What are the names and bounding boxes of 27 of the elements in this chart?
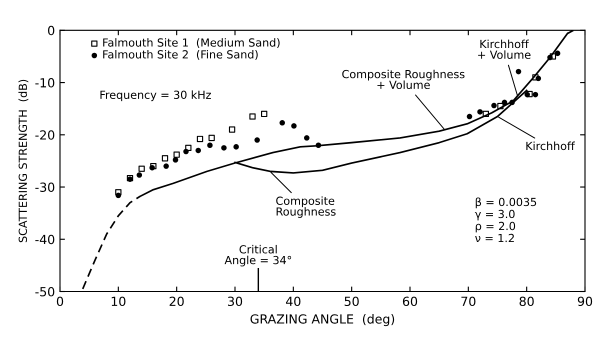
x-tick-label: 60 — [402, 296, 418, 306]
annotation: Kirchhoff + Volume — [478, 40, 531, 59]
annotation: Composite Roughness + Volume — [342, 70, 465, 90]
x-tick-label: 20 — [170, 296, 184, 306]
y-tick-label: -30 — [35, 182, 54, 192]
y-tick-label: -50 — [35, 286, 54, 296]
annotation: Composite Roughness — [276, 196, 336, 218]
annotation: Kirchhoff — [526, 142, 575, 150]
x-tick-label: 30 — [228, 296, 242, 306]
x-tick-label: 70 — [461, 296, 476, 306]
x-tick-label: 90 — [578, 296, 592, 306]
x-tick-label: 80 — [520, 296, 534, 306]
annotation: β = 0.0035 γ = 3.0 ρ = 2.0 ν = 1.2 — [474, 197, 536, 242]
ref-line-label: Critical Angle = 34° — [224, 244, 292, 266]
x-tick-label: 0 — [56, 296, 64, 306]
y-axis-title: SCATTERING STRENGTH (dB) — [18, 80, 28, 242]
annotation: Frequency = 30 kHz — [100, 90, 211, 102]
legend-label: Falmouth Site 2 (Fine Sand) — [103, 50, 258, 60]
y-tick-label: -20 — [35, 130, 54, 140]
x-tick-label: 10 — [112, 296, 126, 306]
x-axis-title: GRAZING ANGLE (deg) — [250, 314, 394, 326]
y-tick-label: 0 — [48, 26, 54, 36]
legend-label: Falmouth Site 1 (Medium Sand) — [103, 38, 280, 48]
y-tick-label: -40 — [35, 234, 54, 244]
y-tick-label: -10 — [35, 78, 54, 88]
x-tick-label: 50 — [344, 296, 359, 306]
x-tick-label: 40 — [286, 296, 300, 306]
